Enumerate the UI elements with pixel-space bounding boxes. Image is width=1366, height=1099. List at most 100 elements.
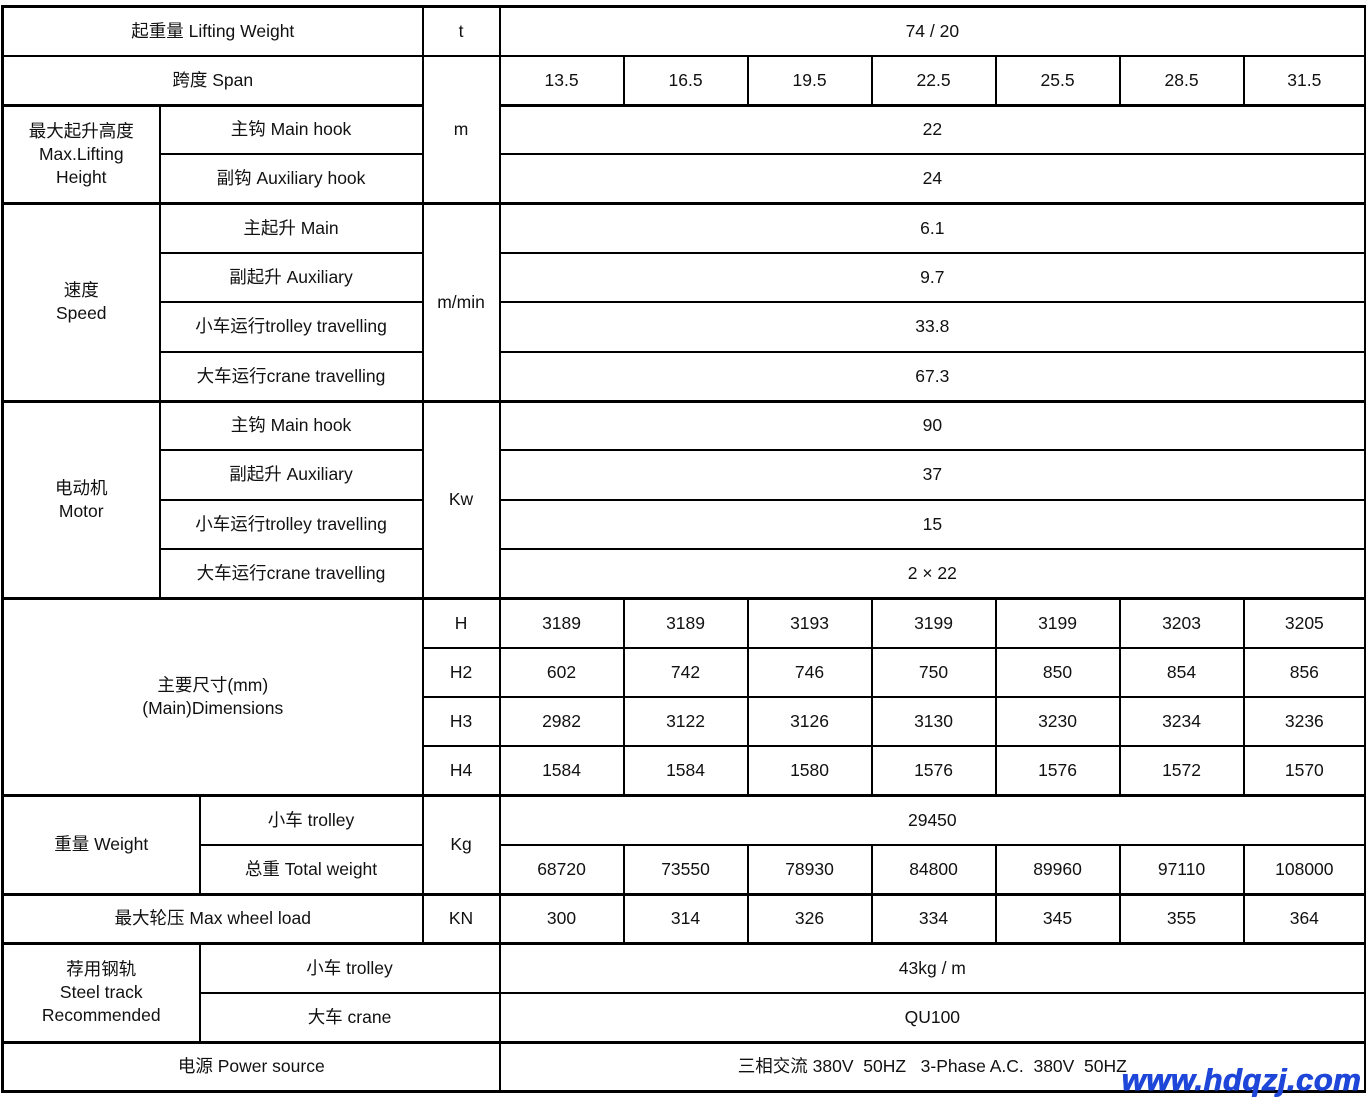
motor-crane-value: 2 × 22 xyxy=(498,547,1366,600)
max-wheel-7: 364 xyxy=(1242,892,1366,945)
dim-h4-6: 1572 xyxy=(1118,745,1245,797)
max-wheel-1: 300 xyxy=(498,892,625,945)
row-dim-h: 主要尺寸(mm) (Main)Dimensions H 3189 3189 31… xyxy=(1,596,1366,797)
span-label: 跨度 Span xyxy=(1,54,424,107)
dimensions-label: 主要尺寸(mm) (Main)Dimensions xyxy=(1,596,424,797)
dim-h4-3: 1580 xyxy=(746,745,873,797)
dim-h4-5: 1576 xyxy=(994,745,1121,797)
motor-trolley-value: 15 xyxy=(498,498,1366,550)
dim-h4-4: 1576 xyxy=(870,745,997,797)
motor-unit: Kw xyxy=(421,399,501,600)
row-speed-aux: 副起升 Auxiliary 9.7 xyxy=(3,252,1366,304)
weight-label: 重量 Weight xyxy=(1,794,201,896)
row-speed-trolley: 小车运行trolley travelling 33.8 xyxy=(3,301,1366,353)
span-height-unit: m xyxy=(421,54,501,205)
dim-h-key: H xyxy=(421,596,501,649)
span-value-1: 13.5 xyxy=(498,54,625,107)
max-wheel-load-label: 最大轮压 Max wheel load xyxy=(1,892,424,945)
row-aux-hook-height: 副钩 Auxiliary hook 24 xyxy=(3,153,1366,205)
main-hook-height-value: 22 xyxy=(498,103,1366,156)
max-wheel-6: 355 xyxy=(1118,892,1245,945)
motor-main-label: 主钩 Main hook xyxy=(158,399,424,452)
dim-h4-7: 1570 xyxy=(1242,745,1366,797)
motor-aux-label: 副起升 Auxiliary xyxy=(158,449,424,501)
dim-h3-1: 2982 xyxy=(498,695,625,748)
motor-main-value: 90 xyxy=(498,399,1366,452)
row-span: 跨度 Span m 13.5 16.5 19.5 22.5 25.5 28.5 … xyxy=(1,54,1366,205)
row-steel-track-crane: 大车 crane QU100 xyxy=(3,991,1366,1044)
span-value-7: 31.5 xyxy=(1242,54,1366,107)
speed-unit: m/min xyxy=(421,202,501,403)
dim-h3-3: 3126 xyxy=(746,695,873,748)
speed-crane-value: 67.3 xyxy=(498,350,1366,403)
row-lifting-weight: 起重量 Lifting Weight t 74 / 20 xyxy=(1,5,1366,57)
dim-h-3: 3193 xyxy=(746,596,873,649)
weight-total-5: 89960 xyxy=(994,843,1121,896)
dim-h-1: 3189 xyxy=(498,596,625,649)
weight-unit: Kg xyxy=(421,794,501,896)
row-main-hook-height: 最大起升高度 Max.Lifting Height 主钩 Main hook 2… xyxy=(1,103,1366,205)
dim-h-2: 3189 xyxy=(622,596,749,649)
row-motor-aux: 副起升 Auxiliary 37 xyxy=(3,449,1366,501)
steel-track-crane-value: QU100 xyxy=(498,991,1366,1044)
power-source-value: 三相交流 380V 50HZ 3-Phase A.C. 380V 50HZ xyxy=(498,1040,1366,1093)
dim-h3-2: 3122 xyxy=(622,695,749,748)
lifting-weight-unit: t xyxy=(421,5,501,57)
dim-h3-4: 3130 xyxy=(870,695,997,748)
lifting-weight-value: 74 / 20 xyxy=(498,5,1366,57)
row-dim-h2: H2 602 742 746 750 850 854 856 xyxy=(3,646,1366,698)
dim-h3-6: 3234 xyxy=(1118,695,1245,748)
row-motor-trolley: 小车运行trolley travelling 15 xyxy=(3,498,1366,550)
max-wheel-3: 326 xyxy=(746,892,873,945)
weight-total-6: 97110 xyxy=(1118,843,1245,896)
steel-track-crane-label: 大车 crane xyxy=(198,991,501,1044)
dim-h-5: 3199 xyxy=(994,596,1121,649)
span-value-2: 16.5 xyxy=(622,54,749,107)
dim-h2-2: 742 xyxy=(622,646,749,698)
speed-trolley-label: 小车运行trolley travelling xyxy=(158,301,424,353)
row-weight-trolley: 重量 Weight 小车 trolley Kg 29450 xyxy=(1,793,1366,896)
aux-hook-height-value: 24 xyxy=(498,153,1366,205)
row-weight-total: 总重 Total weight 68720 73550 78930 84800 … xyxy=(3,843,1366,896)
steel-track-trolley-label: 小车 trolley xyxy=(198,941,501,994)
dim-h-6: 3203 xyxy=(1118,596,1245,649)
main-hook-height-label: 主钩 Main hook xyxy=(158,103,424,156)
dim-h4-key: H4 xyxy=(421,745,501,797)
lifting-weight-label: 起重量 Lifting Weight xyxy=(1,5,424,57)
dim-h2-4: 750 xyxy=(870,646,997,698)
speed-aux-label: 副起升 Auxiliary xyxy=(158,252,424,304)
row-max-wheel-load: 最大轮压 Max wheel load KN 300 314 326 334 3… xyxy=(1,892,1366,945)
max-wheel-2: 314 xyxy=(622,892,749,945)
motor-aux-value: 37 xyxy=(498,449,1366,501)
max-wheel-4: 334 xyxy=(870,892,997,945)
speed-label: 速度 Speed xyxy=(1,202,161,403)
dim-h4-2: 1584 xyxy=(622,745,749,797)
speed-crane-label: 大车运行crane travelling xyxy=(158,350,424,403)
max-lifting-height-label: 最大起升高度 Max.Lifting Height xyxy=(1,103,161,205)
max-wheel-5: 345 xyxy=(994,892,1121,945)
dim-h3-key: H3 xyxy=(421,695,501,748)
row-speed-main: 速度 Speed 主起升 Main m/min 6.1 xyxy=(1,202,1366,403)
dim-h2-7: 856 xyxy=(1242,646,1366,698)
row-steel-track-trolley: 荐用钢轨 Steel track Recommended 小车 trolley … xyxy=(1,941,1366,1044)
speed-aux-value: 9.7 xyxy=(498,252,1366,304)
weight-total-4: 84800 xyxy=(870,843,997,896)
speed-main-label: 主起升 Main xyxy=(158,202,424,255)
dim-h2-5: 850 xyxy=(994,646,1121,698)
crane-spec-table: 起重量 Lifting Weight t 74 / 20 跨度 Span m 1… xyxy=(1,5,1366,1093)
span-value-3: 19.5 xyxy=(746,54,873,107)
dim-h3-7: 3236 xyxy=(1242,695,1366,748)
weight-trolley-label: 小车 trolley xyxy=(198,793,424,846)
dim-h2-1: 602 xyxy=(498,646,625,698)
weight-total-3: 78930 xyxy=(746,843,873,896)
dim-h-4: 3199 xyxy=(870,596,997,649)
steel-track-label: 荐用钢轨 Steel track Recommended xyxy=(1,941,201,1044)
row-motor-main: 电动机 Motor 主钩 Main hook Kw 90 xyxy=(1,399,1366,600)
motor-label: 电动机 Motor xyxy=(1,399,161,600)
site-watermark: www.hdqzj.com xyxy=(1121,1062,1361,1097)
row-speed-crane: 大车运行crane travelling 67.3 xyxy=(3,350,1366,403)
dim-h2-key: H2 xyxy=(421,646,501,698)
weight-trolley-value: 29450 xyxy=(498,793,1366,846)
aux-hook-height-label: 副钩 Auxiliary hook xyxy=(158,153,424,205)
weight-total-1: 68720 xyxy=(498,843,625,896)
